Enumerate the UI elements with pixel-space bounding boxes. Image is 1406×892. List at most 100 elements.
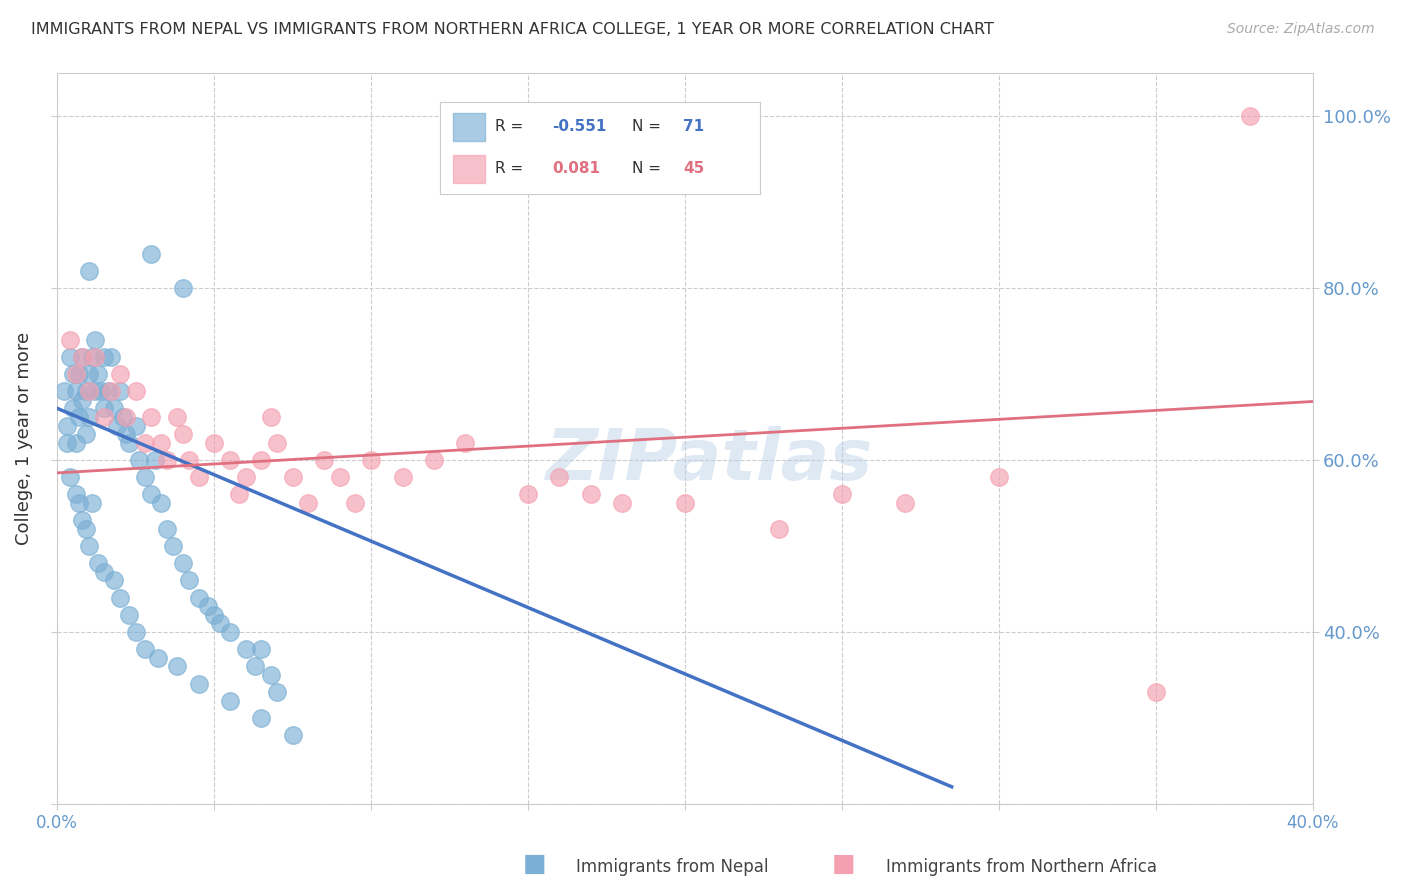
Point — [172, 427, 194, 442]
Point — [179, 574, 201, 588]
Point — [260, 409, 283, 424]
Point — [55, 435, 77, 450]
Point — [243, 659, 266, 673]
Point — [209, 616, 232, 631]
Point — [250, 453, 273, 467]
Point — [77, 264, 100, 278]
Point — [93, 565, 115, 579]
Point — [125, 384, 148, 399]
Point — [93, 401, 115, 416]
Point — [344, 496, 367, 510]
Point — [59, 350, 82, 364]
Point — [77, 367, 100, 381]
Point — [893, 496, 915, 510]
Point — [59, 333, 82, 347]
Text: IMMIGRANTS FROM NEPAL VS IMMIGRANTS FROM NORTHERN AFRICA COLLEGE, 1 YEAR OR MORE: IMMIGRANTS FROM NEPAL VS IMMIGRANTS FROM… — [31, 22, 994, 37]
Point — [67, 409, 90, 424]
Point — [80, 496, 103, 510]
Point — [202, 607, 225, 622]
Point — [67, 496, 90, 510]
Point — [112, 409, 135, 424]
Point — [517, 487, 540, 501]
Point — [281, 470, 304, 484]
Point — [156, 522, 179, 536]
Point — [143, 453, 166, 467]
Point — [228, 487, 250, 501]
Point — [166, 409, 188, 424]
Point — [235, 642, 257, 657]
Point — [84, 333, 107, 347]
Point — [548, 470, 571, 484]
Point — [297, 496, 319, 510]
Point — [105, 418, 128, 433]
Point — [179, 453, 201, 467]
Point — [103, 401, 125, 416]
Point — [172, 281, 194, 295]
Point — [612, 496, 634, 510]
Point — [831, 487, 853, 501]
Point — [96, 384, 118, 399]
Point — [197, 599, 219, 614]
Point — [187, 470, 209, 484]
Point — [84, 384, 107, 399]
Point — [115, 427, 138, 442]
Point — [75, 522, 97, 536]
Point — [187, 591, 209, 605]
Point — [768, 522, 790, 536]
Point — [329, 470, 352, 484]
Text: ■: ■ — [832, 852, 855, 876]
Point — [1144, 685, 1167, 699]
Point — [75, 384, 97, 399]
Point — [103, 574, 125, 588]
Point — [77, 539, 100, 553]
Point — [149, 496, 172, 510]
Point — [673, 496, 696, 510]
Point — [235, 470, 257, 484]
Point — [59, 470, 82, 484]
Point — [134, 435, 156, 450]
Point — [266, 435, 288, 450]
Point — [423, 453, 446, 467]
Point — [454, 435, 477, 450]
Point — [134, 470, 156, 484]
Point — [72, 392, 94, 407]
Point — [87, 367, 110, 381]
Point — [100, 350, 122, 364]
Point — [281, 728, 304, 742]
Point — [141, 409, 163, 424]
Point — [72, 350, 94, 364]
Point — [118, 435, 141, 450]
Text: Immigrants from Nepal: Immigrants from Nepal — [576, 858, 769, 876]
Point — [219, 625, 242, 640]
Point — [187, 676, 209, 690]
Point — [149, 435, 172, 450]
Point — [115, 409, 138, 424]
Point — [250, 642, 273, 657]
Point — [90, 384, 112, 399]
Point — [1239, 109, 1261, 123]
Text: Source: ZipAtlas.com: Source: ZipAtlas.com — [1227, 22, 1375, 37]
Point — [125, 418, 148, 433]
Point — [65, 384, 87, 399]
Text: ZIPatlas: ZIPatlas — [547, 425, 873, 495]
Point — [62, 401, 84, 416]
Point — [202, 435, 225, 450]
Point — [141, 246, 163, 260]
Point — [128, 453, 150, 467]
Point — [146, 650, 169, 665]
Point — [77, 409, 100, 424]
Point — [266, 685, 288, 699]
Point — [93, 409, 115, 424]
Point — [65, 435, 87, 450]
Point — [52, 384, 75, 399]
Y-axis label: College, 1 year or more: College, 1 year or more — [15, 332, 32, 545]
Point — [67, 367, 90, 381]
Point — [108, 367, 131, 381]
Point — [312, 453, 335, 467]
Point — [77, 384, 100, 399]
Point — [579, 487, 602, 501]
Point — [219, 694, 242, 708]
Point — [87, 556, 110, 570]
Point — [93, 350, 115, 364]
Point — [72, 513, 94, 527]
